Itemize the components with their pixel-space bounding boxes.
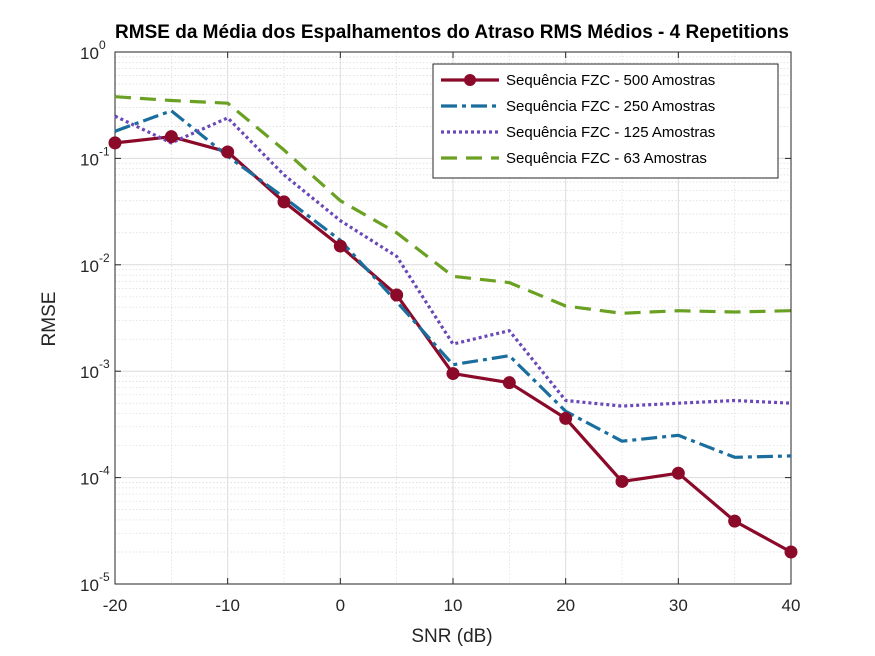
x-tick-label: 0 [336,596,345,615]
y-tick-exponent: -1 [99,144,110,158]
y-tick-exponent: 0 [99,38,106,52]
y-tick-exponent: -2 [99,251,110,265]
data-point-marker [784,545,798,559]
y-tick-exponent: -3 [99,357,110,371]
y-axis-label: RMSE [39,292,60,347]
data-point-marker [390,288,404,302]
data-point-marker [615,474,629,488]
legend: Sequência FZC - 500 Amostras Sequência FZ… [432,63,779,179]
legend-label: Sequência FZC - 63 Amostras [506,150,707,167]
data-point-marker [108,136,122,150]
legend-box [432,63,779,179]
y-tick-exponent: -5 [99,570,110,584]
data-point-marker [333,239,347,253]
x-tick-label: 20 [556,596,575,615]
x-tick-label: -20 [103,596,128,615]
y-tick-label: 10 [80,470,99,489]
data-point-marker [559,411,573,425]
x-axis-label: SNR (dB) [411,626,492,647]
data-point-marker [671,466,685,480]
data-point-marker [502,376,516,390]
x-tick-label: 30 [669,596,688,615]
legend-label: Sequência FZC - 250 Amostras [506,98,715,115]
y-tick-label: 10 [80,150,99,169]
data-point-marker [446,367,460,381]
series-line-3 [114,114,792,408]
series-line-4 [114,95,792,315]
data-point-marker [221,145,235,159]
legend-marker [464,74,476,86]
x-tick-label: 10 [444,596,463,615]
legend-label: Sequência FZC - 125 Amostras [506,124,715,141]
y-tick-label: 10 [80,576,99,595]
y-tick-exponent: -4 [99,464,110,478]
data-point-marker [277,195,291,209]
x-tick-label: 40 [782,596,801,615]
data-point-marker [164,130,178,144]
data-point-marker [728,514,742,528]
y-tick-label: 10 [80,363,99,382]
legend-label: Sequência FZC - 500 Amostras [506,72,715,89]
series-lines [108,95,798,559]
y-tick-label: 10 [80,44,99,63]
y-tick-label: 10 [80,257,99,276]
x-tick-label: -10 [215,596,240,615]
chart-title: RMSE da Média dos Espalhamentos do Atras… [115,22,789,43]
